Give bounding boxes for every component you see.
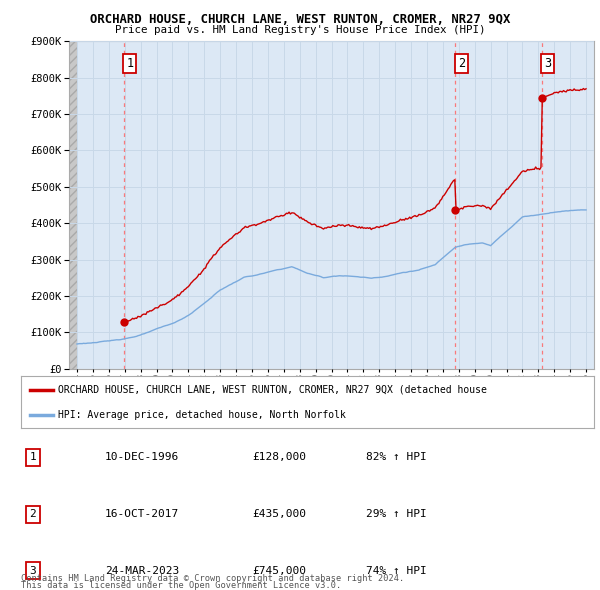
Text: 10-DEC-1996: 10-DEC-1996: [105, 453, 179, 462]
Text: ORCHARD HOUSE, CHURCH LANE, WEST RUNTON, CROMER, NR27 9QX: ORCHARD HOUSE, CHURCH LANE, WEST RUNTON,…: [90, 13, 510, 26]
Text: 16-OCT-2017: 16-OCT-2017: [105, 510, 179, 519]
Text: £128,000: £128,000: [252, 453, 306, 462]
Text: 74% ↑ HPI: 74% ↑ HPI: [366, 566, 427, 575]
Text: £435,000: £435,000: [252, 510, 306, 519]
Text: 1: 1: [126, 57, 133, 70]
Text: 29% ↑ HPI: 29% ↑ HPI: [366, 510, 427, 519]
Text: Price paid vs. HM Land Registry's House Price Index (HPI): Price paid vs. HM Land Registry's House …: [115, 25, 485, 35]
Text: 24-MAR-2023: 24-MAR-2023: [105, 566, 179, 575]
Text: 2: 2: [458, 57, 465, 70]
Text: HPI: Average price, detached house, North Norfolk: HPI: Average price, detached house, Nort…: [58, 410, 346, 419]
Text: 1: 1: [29, 453, 37, 462]
Text: 82% ↑ HPI: 82% ↑ HPI: [366, 453, 427, 462]
Text: 3: 3: [29, 566, 37, 575]
Text: 2: 2: [29, 510, 37, 519]
Text: 3: 3: [544, 57, 551, 70]
Text: ORCHARD HOUSE, CHURCH LANE, WEST RUNTON, CROMER, NR27 9QX (detached house: ORCHARD HOUSE, CHURCH LANE, WEST RUNTON,…: [58, 385, 487, 395]
Bar: [69, 41, 77, 369]
Text: Contains HM Land Registry data © Crown copyright and database right 2024.: Contains HM Land Registry data © Crown c…: [21, 574, 404, 583]
Text: £745,000: £745,000: [252, 566, 306, 575]
Text: This data is licensed under the Open Government Licence v3.0.: This data is licensed under the Open Gov…: [21, 581, 341, 590]
